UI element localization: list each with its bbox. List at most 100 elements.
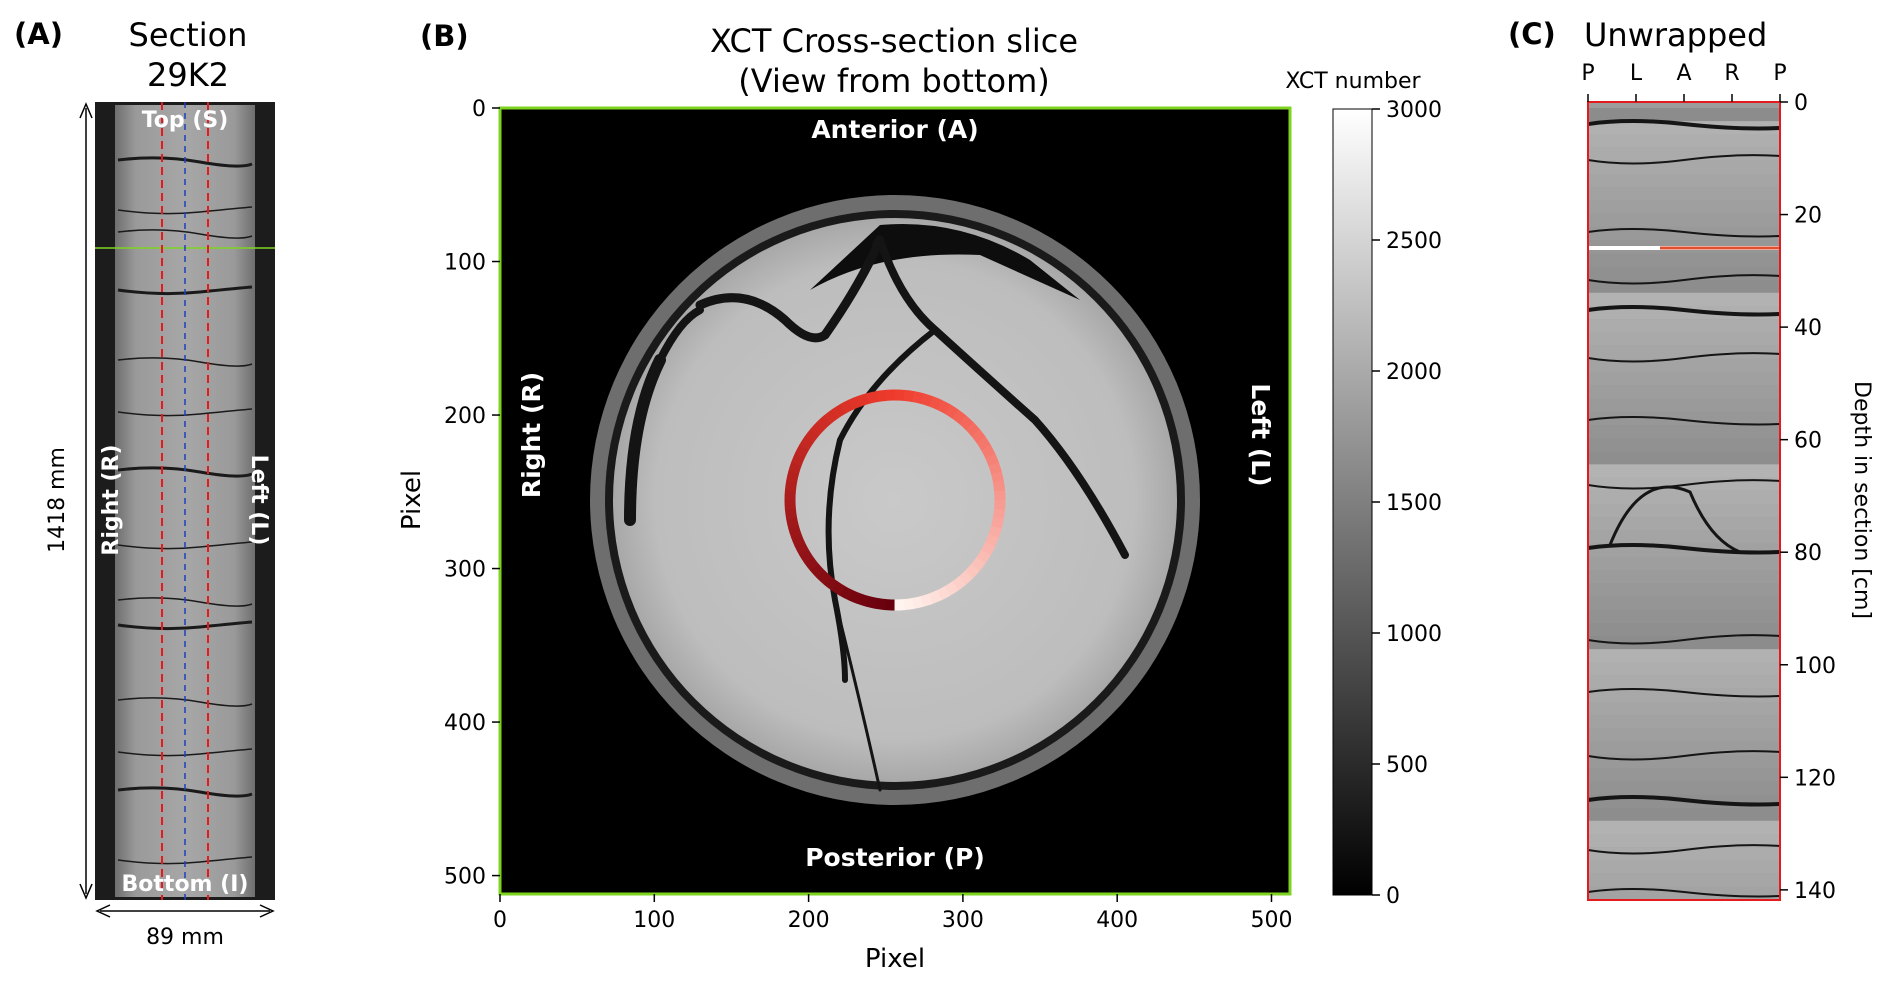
sampling-ring-segment [985,453,999,467]
unwrapped-band [1588,583,1780,597]
b-xlabel: Pixel [865,944,925,974]
panel-a-title-line2: 29K2 [147,56,229,94]
unwrapped-band [1588,636,1780,650]
bottom-label: Bottom (I) [122,872,249,897]
core-crack [117,206,253,215]
slice-image [590,195,1200,805]
sampling-ring-segment [976,549,991,564]
colorbar-tick-label: 500 [1386,753,1428,778]
core-crack [117,597,253,607]
slice-cracks [624,235,1129,792]
length-label: 1418 mm [45,447,70,553]
colorbar-axis: 0 500 1000 1500 2000 2500 3000 [1372,98,1442,909]
unwrapped-band [1588,121,1780,135]
sampling-ring-segment [804,556,819,572]
sampling-ring-segment [991,471,1004,484]
core-crack [117,697,253,707]
c-top-tick-label: R [1724,61,1739,86]
unwrapped-band [1588,306,1780,320]
panel-a-title-line1: Section [129,16,248,54]
colorbar-tick-label: 0 [1386,884,1400,909]
sampling-ring-segment [816,570,832,585]
unwrapped-band [1588,451,1780,465]
sampling-ring-segment [784,508,798,520]
c-top-tick-label: P [1581,61,1594,86]
sampling-ring-segment [984,533,999,548]
sampling-ring-segment [823,575,838,591]
sampling-ring-segment [936,586,951,601]
sampling-ring-segment [823,409,839,424]
unwrapped-band [1588,728,1780,742]
panel-c-label: (C) [1508,17,1556,51]
sampling-ring-segment [920,393,934,407]
unwrapped-band [1588,649,1780,663]
sampling-ring-segment [988,525,1002,539]
unwrapped-band [1588,820,1780,834]
unwrapped-band [1588,715,1780,729]
unwrapped-dark-layer [1588,119,1780,131]
c-ytick-label: 120 [1794,766,1836,791]
sampling-ring-segment [990,517,1004,530]
sampling-ring-segment [992,480,1006,492]
panel-c-title: Unwrapped [1584,16,1767,54]
unwrapped-dark-layer [1588,352,1780,363]
unwrapped-band [1588,622,1780,636]
unwrapped-band [1588,675,1780,689]
slice-frame [498,106,1292,896]
b-xtick-label: 300 [942,908,984,933]
panel-b: (B) XCT Cross-section slice (View from b… [397,19,1442,974]
unwrapped-band [1588,319,1780,333]
sampling-ring-segment [791,533,805,547]
unwrapped-band [1588,438,1780,452]
panel-a: (A) Section 29K2 Top (S) Bottom (I) Righ… [14,16,275,950]
b-ytick-label: 0 [472,97,486,122]
unwrapped-band [1588,108,1780,122]
sampling-ring-segment [952,409,967,425]
right-label: Right (R) [99,444,124,555]
unwrapped-band [1588,187,1780,201]
unwrapped-band [1588,609,1780,623]
core-crack [117,541,253,550]
sampling-ring-segment [928,396,943,411]
unwrapped-band [1588,411,1780,425]
sampling-ring-segment [794,541,809,556]
core-crack [117,408,253,417]
sampling-ring-segment [937,399,951,415]
unwrapped-dark-layer [1588,888,1780,898]
sediment-disc [613,218,1177,782]
sampling-ring-segment [788,461,802,475]
sampling-ring-segment [788,525,802,538]
core-crack [117,466,253,478]
core-cracks [117,156,253,865]
b-right-label: Right (R) [517,372,546,498]
unwrapped-band [1588,596,1780,610]
unwrapped-band [1588,266,1780,280]
unwrapped-dark-layer [1588,228,1780,238]
b-xtick-label: 400 [1096,908,1138,933]
b-left-label: Left (L) [1246,383,1275,486]
b-ylabel: Pixel [397,470,427,530]
unwrapped-band [1588,504,1780,518]
sampling-ring-segment [804,428,820,443]
unwrapped-dark-layer [1588,844,1780,855]
core-crack [117,285,253,296]
sampling-ring-segment [951,576,967,591]
unwrapped-layers [1588,108,1780,900]
unwrapped-dark-layer [1588,274,1780,285]
panel-a-label: (A) [14,17,63,51]
sampling-ring-segment [976,436,991,451]
panel-b-title-line1: XCT Cross-section slice [710,22,1078,60]
unwrapped-band [1588,292,1780,306]
unwrapped-band [1588,464,1780,478]
sampling-ring-segment [981,444,996,459]
unwrapped-band [1588,754,1780,768]
width-arrowhead-right [259,904,275,918]
b-ytick-label: 200 [444,404,486,429]
b-xtick-label: 200 [788,908,830,933]
colorbar-tick-label: 2000 [1386,360,1442,385]
sampling-ring-segment [920,593,933,607]
colorbar-tick-label: 2500 [1386,229,1442,254]
unwrapped-band [1588,768,1780,782]
unwrapped-band [1588,200,1780,214]
b-ytick-label: 300 [444,558,486,583]
